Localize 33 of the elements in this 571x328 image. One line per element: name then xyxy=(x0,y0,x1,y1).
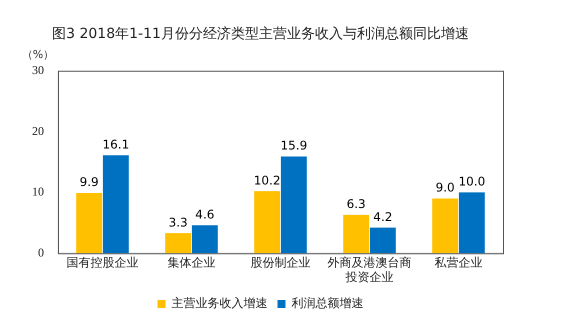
y-tick-label: 10 xyxy=(32,184,44,199)
chart-title: 图3 2018年1-11月份分经济类型主营业务收入与利润总额同比增速 xyxy=(52,26,469,42)
legend-label: 利润总额增速 xyxy=(292,296,364,310)
x-tick-label: 外商及港澳台商投资企业 xyxy=(328,256,412,284)
data-label: 10.0 xyxy=(458,174,486,189)
x-tick-label: 私营企业 xyxy=(434,256,482,270)
x-tick-label: 国有控股企业 xyxy=(66,256,138,270)
bar xyxy=(192,225,218,254)
bar xyxy=(432,198,458,254)
x-tick-label: 集体企业 xyxy=(168,256,216,270)
bar xyxy=(254,191,280,254)
bar xyxy=(343,214,370,254)
legend-label: 主营业务收入增速 xyxy=(172,296,268,310)
y-tick-label: 20 xyxy=(32,124,44,138)
y-tick-label: 0 xyxy=(38,245,44,260)
data-label: 9.9 xyxy=(80,175,99,190)
data-label: 10.2 xyxy=(254,173,281,188)
x-tick-label: 股份制企业 xyxy=(250,256,310,270)
bar xyxy=(165,233,192,254)
data-label: 16.1 xyxy=(102,137,130,152)
bar xyxy=(458,192,485,254)
bar xyxy=(370,228,396,254)
data-label: 4.6 xyxy=(195,207,214,222)
bar xyxy=(280,156,307,254)
data-label: 6.3 xyxy=(346,197,366,212)
data-label: 4.2 xyxy=(373,210,392,224)
data-label: 15.9 xyxy=(280,138,308,153)
bar xyxy=(76,193,102,254)
bar xyxy=(102,155,129,254)
y-tick-label: 30 xyxy=(32,62,44,77)
y-axis-title: （%） xyxy=(22,48,54,62)
data-label: 3.3 xyxy=(168,215,188,230)
data-label: 9.0 xyxy=(436,180,455,195)
